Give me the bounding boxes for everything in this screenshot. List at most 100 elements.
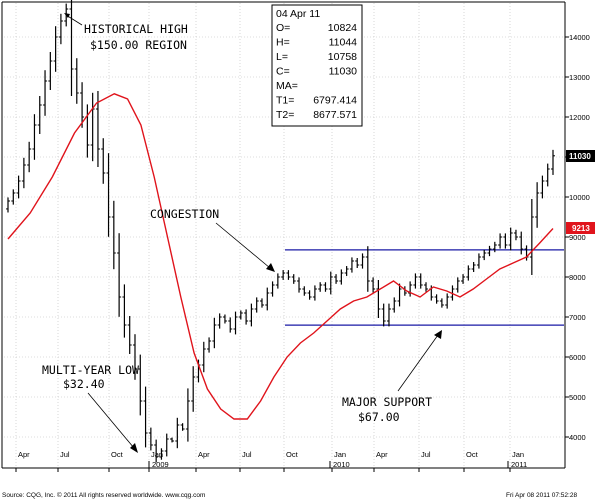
y-tick-label: 12000: [569, 113, 590, 122]
multi-year-low-line-1: MULTI-YEAR LOW: [42, 363, 139, 377]
price-bar: [191, 366, 196, 412]
info-box-label: L=: [276, 51, 288, 63]
price-bar: [535, 182, 540, 228]
price-bar: [381, 303, 386, 327]
x-tick-label: Oct: [286, 450, 299, 459]
price-bar: [201, 341, 206, 373]
footer-timestamp: Fri Apr 08 2011 07:52:28: [506, 492, 577, 499]
price-bar: [48, 52, 53, 90]
price-bar: [122, 284, 127, 338]
info-box-label: O=: [276, 22, 290, 34]
price-bar: [6, 197, 10, 213]
price-bar: [16, 175, 21, 199]
price-bar: [508, 227, 513, 251]
price-bar: [265, 287, 270, 311]
price-bar: [392, 297, 397, 313]
moving-average-tag-text: 9213: [572, 224, 590, 233]
info-box-value: 10758: [328, 51, 357, 63]
x-tick-label: Oct: [111, 450, 124, 459]
price-bar: [270, 281, 275, 297]
price-bar: [312, 285, 317, 301]
annotation-congestion: CONGESTION: [150, 207, 275, 272]
last-price-tag: 11030: [566, 150, 595, 162]
price-bar: [434, 294, 439, 304]
price-bar: [328, 271, 333, 295]
moving-average-line: [7, 93, 554, 420]
price-bar: [101, 138, 106, 184]
support-lines: [285, 249, 564, 326]
y-tick-label: 6000: [569, 353, 586, 362]
price-bar: [424, 282, 429, 292]
congestion-label: CONGESTION: [150, 207, 219, 221]
major-support-line-2: $67.00: [358, 410, 400, 424]
major-support-arrow: [397, 334, 439, 392]
y-tick-label: 7000: [569, 313, 586, 322]
x-tick-label: Jul: [242, 450, 252, 459]
price-bar: [413, 273, 418, 289]
price-bar: [281, 270, 286, 280]
price-bar: [307, 290, 312, 300]
major-support-line-1: MAJOR SUPPORT: [342, 395, 432, 409]
price-bar: [513, 229, 518, 241]
price-bar: [482, 249, 487, 261]
price-bar: [132, 334, 137, 380]
price-bar: [53, 26, 58, 72]
price-bar: [302, 286, 307, 296]
price-bar: [170, 437, 175, 443]
price-bar: [418, 273, 423, 289]
price-bar: [275, 273, 280, 289]
x-year-label: 2010: [333, 460, 350, 469]
price-bar: [159, 448, 164, 460]
x-axis-ticks: Apr Jul Oct Jan Apr Jul Oct Jan Apr Jul Oct Jan2009…: [15, 450, 527, 472]
x-year-label: 2011: [511, 460, 527, 469]
price-bar: [212, 317, 217, 349]
info-box-label: H=: [276, 37, 290, 49]
price-bar: [455, 277, 460, 293]
info-box-label: C=: [276, 66, 290, 78]
price-bar: [95, 91, 100, 167]
y-tick-label: 8000: [569, 273, 586, 282]
last-price-tag-text: 11030: [569, 152, 591, 161]
price-bar: [476, 253, 481, 269]
price-bar: [519, 231, 524, 255]
price-bar: [111, 200, 116, 270]
price-bar: [291, 274, 296, 284]
price-bar: [334, 274, 339, 284]
price-bar: [207, 337, 212, 353]
price-bar: [498, 233, 503, 249]
price-bar: [286, 270, 291, 280]
price-bar: [27, 141, 32, 173]
annotation-major-support: MAJOR SUPPORT $67.00: [342, 330, 442, 424]
price-bar: [318, 282, 323, 292]
x-tick-label: Apr: [376, 450, 388, 459]
annotation-multi-year-low: MULTI-YEAR LOW $32.40: [42, 363, 139, 453]
price-bar: [339, 269, 344, 285]
price-bar: [397, 283, 402, 307]
x-tick-label: Jan: [334, 450, 346, 459]
historical-high-line-2: $150.00 REGION: [90, 38, 187, 52]
price-bar: [185, 388, 190, 442]
price-bar: [323, 282, 328, 292]
price-bar: [344, 266, 349, 276]
x-tick-label: Jan: [151, 450, 163, 459]
info-box-label: MA=: [276, 80, 298, 92]
info-box-date: 04 Apr 11: [276, 8, 320, 20]
price-bar: [529, 199, 534, 275]
info-box-label: T1=: [276, 95, 294, 107]
price-bar: [106, 153, 111, 237]
congestion-arrow: [215, 222, 271, 269]
price-bar: [386, 303, 391, 327]
x-tick-label: Apr: [18, 450, 30, 459]
y-tick-label: 13000: [569, 73, 590, 82]
historical-high-line-1: HISTORICAL HIGH: [84, 22, 188, 36]
price-bar: [80, 82, 85, 128]
y-tick-label: 14000: [569, 33, 590, 42]
price-bar: [148, 427, 153, 451]
price-bar: [297, 277, 302, 293]
info-box-label: T2=: [276, 109, 294, 121]
price-bar: [551, 149, 555, 175]
price-bars: [6, 0, 555, 463]
price-bar: [175, 417, 180, 449]
y-tick-label: 5000: [569, 393, 586, 402]
